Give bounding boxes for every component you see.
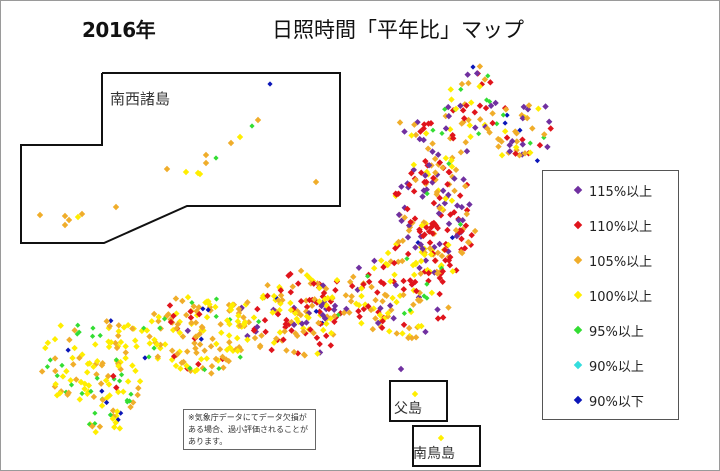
minamitorishima-inset-border xyxy=(412,425,481,467)
chichijima-inset-border xyxy=(389,380,448,422)
legend-item-95: 95%以上 xyxy=(573,321,644,340)
legend-item-lt90: 90%以下 xyxy=(573,391,644,410)
diamond-marker-icon xyxy=(573,220,583,230)
nansei-label: 南西諸島 xyxy=(110,90,171,108)
legend-item-100: 100%以上 xyxy=(573,286,652,305)
diamond-marker-icon xyxy=(573,360,583,370)
data-note: ※気象庁データにてデータ欠損がある場合、過小評価されることがあります。 xyxy=(183,409,316,450)
legend-item-105: 105%以上 xyxy=(573,251,652,270)
minamitorishima-label: 南鳥島 xyxy=(413,446,455,462)
station-points xyxy=(36,63,554,442)
nansei-inset-border xyxy=(20,72,341,244)
legend-item-115: 115%以上 xyxy=(573,181,652,200)
legend: 115%以上 110%以上 105%以上 100%以上 95%以上 90%以上 … xyxy=(542,170,679,420)
legend-item-90: 90%以上 xyxy=(573,356,644,375)
legend-item-110: 110%以上 xyxy=(573,216,652,235)
diamond-marker-icon xyxy=(573,255,583,265)
diamond-marker-icon xyxy=(573,395,583,405)
diamond-marker-icon xyxy=(573,185,583,195)
diamond-marker-icon xyxy=(573,325,583,335)
map-title: 日照時間「平年比」マップ xyxy=(272,18,524,42)
chichijima-label: 父島 xyxy=(394,401,422,417)
diamond-marker-icon xyxy=(573,290,583,300)
year-heading: 2016年 xyxy=(82,18,156,42)
